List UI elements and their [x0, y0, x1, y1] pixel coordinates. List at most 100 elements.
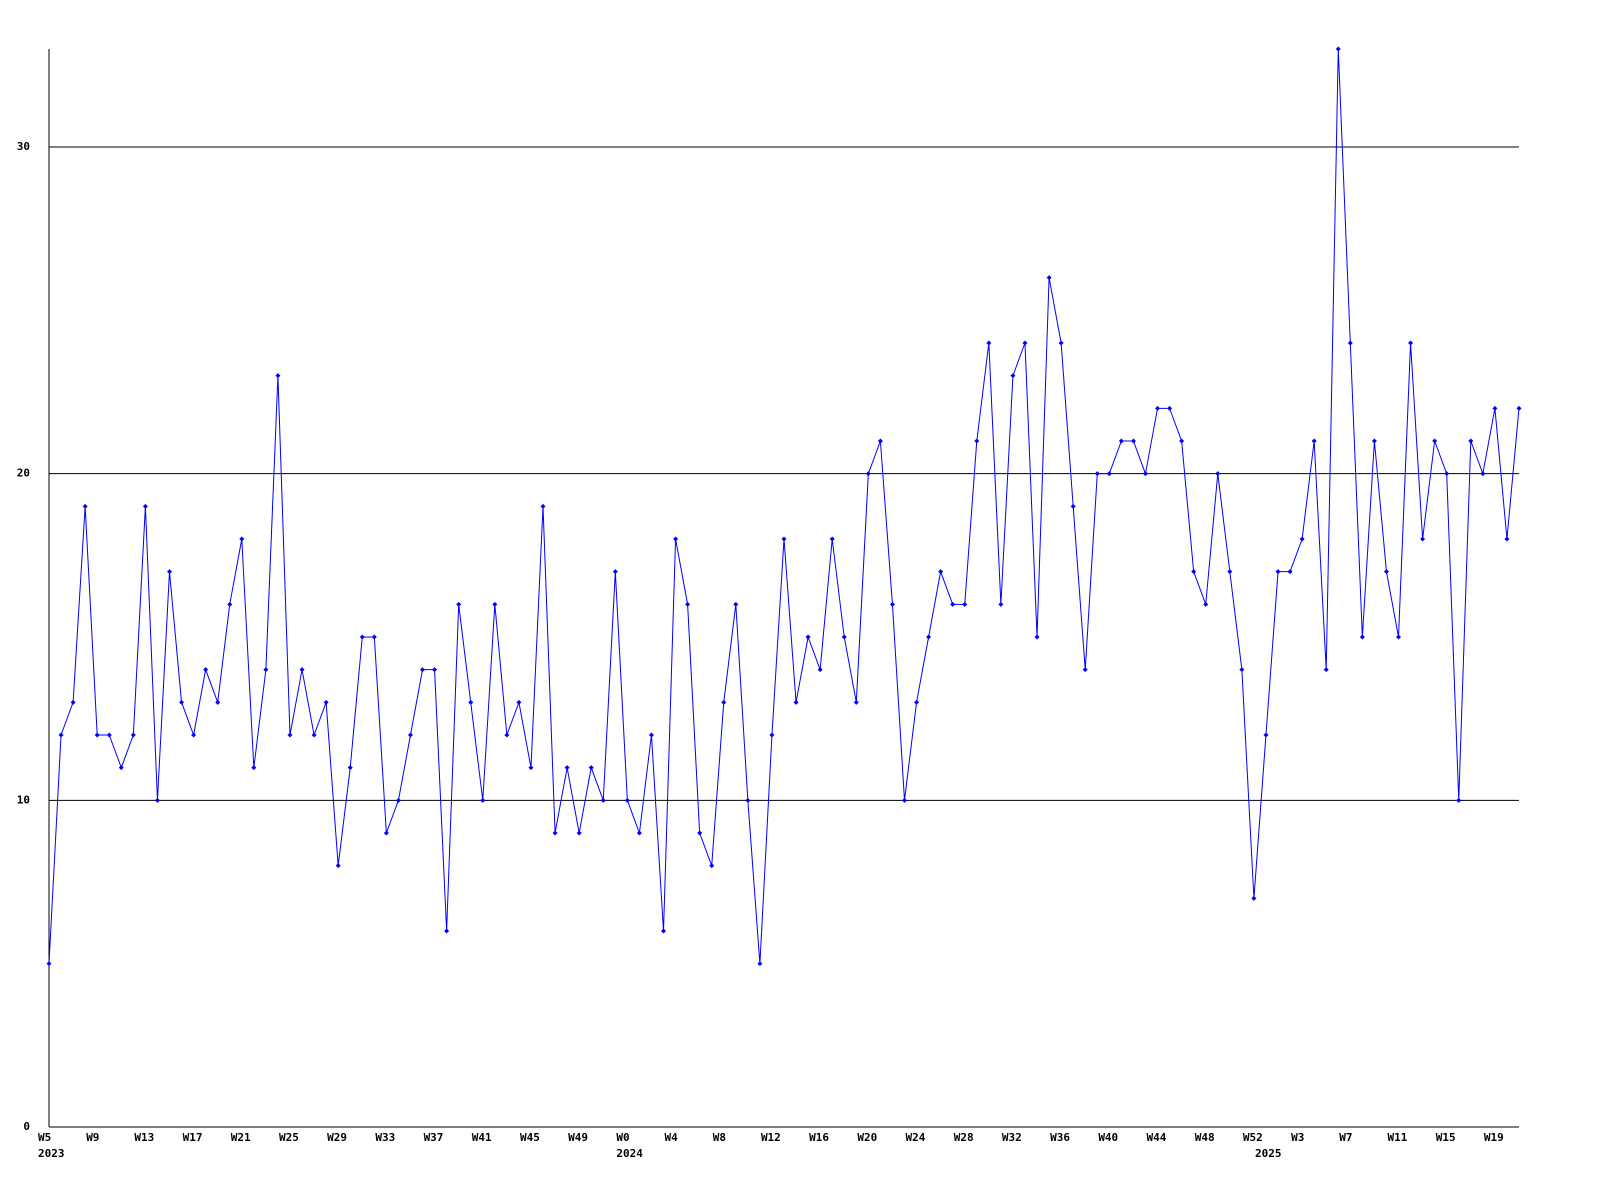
data-point — [371, 634, 377, 640]
data-point — [624, 797, 630, 803]
data-point — [480, 797, 486, 803]
data-point — [420, 667, 426, 673]
data-point — [154, 797, 160, 803]
data-point — [106, 732, 112, 738]
data-point — [227, 601, 233, 607]
data-point — [1010, 373, 1016, 379]
x-tick-label: W16 — [809, 1131, 829, 1144]
data-point — [1046, 275, 1052, 281]
data-point — [1251, 895, 1257, 901]
x-tick-label: W20 — [857, 1131, 877, 1144]
data-point — [492, 601, 498, 607]
data-point — [853, 699, 859, 705]
data-line — [48, 48, 1520, 964]
data-point — [612, 569, 618, 575]
data-point — [661, 928, 667, 934]
data-point — [1070, 503, 1076, 509]
y-tick-label: 20 — [17, 467, 30, 480]
x-tick-label: W19 — [1484, 1131, 1504, 1144]
y-tick-label: 0 — [23, 1120, 30, 1133]
data-point — [1408, 340, 1414, 346]
data-point — [1130, 438, 1136, 444]
data-point — [926, 634, 932, 640]
data-point — [733, 601, 739, 607]
data-point — [1082, 667, 1088, 673]
data-point — [287, 732, 293, 738]
data-point — [118, 765, 124, 771]
y-tick-label: 30 — [17, 140, 30, 153]
year-label: 2024 — [616, 1147, 643, 1160]
y-tick-label: 10 — [17, 793, 30, 806]
data-point — [986, 340, 992, 346]
data-point — [1142, 471, 1148, 477]
x-tick-label: W3 — [1291, 1131, 1304, 1144]
data-point — [709, 863, 715, 869]
data-point — [1371, 438, 1377, 444]
data-point — [757, 961, 763, 967]
data-point — [1106, 471, 1112, 477]
data-point — [383, 830, 389, 836]
data-point — [1034, 634, 1040, 640]
x-tick-label: W13 — [134, 1131, 154, 1144]
data-point — [1215, 471, 1221, 477]
data-point — [395, 797, 401, 803]
x-tick-label: W52 — [1243, 1131, 1263, 1144]
data-point — [1359, 634, 1365, 640]
x-tick-label: W7 — [1339, 1131, 1352, 1144]
data-point — [1480, 471, 1486, 477]
x-tick-label: W21 — [231, 1131, 251, 1144]
data-point — [829, 536, 835, 542]
data-point — [1227, 569, 1233, 575]
data-point — [239, 536, 245, 542]
data-point — [938, 569, 944, 575]
data-point — [974, 438, 980, 444]
data-point — [1155, 405, 1161, 411]
x-tick-label: W44 — [1147, 1131, 1167, 1144]
data-point — [275, 373, 281, 379]
data-point — [215, 699, 221, 705]
data-point — [745, 797, 751, 803]
data-point — [1118, 438, 1124, 444]
x-tick-label: W45 — [520, 1131, 540, 1144]
data-point — [576, 830, 582, 836]
x-tick-label: W40 — [1098, 1131, 1118, 1144]
data-point — [1191, 569, 1197, 575]
data-point — [1516, 405, 1522, 411]
data-point — [1311, 438, 1317, 444]
data-point — [817, 667, 823, 673]
data-point — [1444, 471, 1450, 477]
data-point — [673, 536, 679, 542]
data-point — [1203, 601, 1209, 607]
data-point — [347, 765, 353, 771]
x-tick-label: W9 — [86, 1131, 99, 1144]
x-tick-label: W25 — [279, 1131, 299, 1144]
data-point — [1456, 797, 1462, 803]
data-point — [1022, 340, 1028, 346]
data-point — [203, 667, 209, 673]
data-point — [1167, 405, 1173, 411]
x-tick-label: W29 — [327, 1131, 347, 1144]
data-point — [311, 732, 317, 738]
data-point — [70, 699, 76, 705]
data-point — [456, 601, 462, 607]
x-tick-label: W0 — [616, 1131, 629, 1144]
data-point — [1058, 340, 1064, 346]
data-point — [504, 732, 510, 738]
x-tick-label: W37 — [424, 1131, 444, 1144]
data-point — [552, 830, 558, 836]
data-point — [769, 732, 775, 738]
data-point — [1275, 569, 1281, 575]
year-label: 2023 — [38, 1147, 65, 1160]
data-point — [251, 765, 257, 771]
data-point — [781, 536, 787, 542]
x-tick-label: W49 — [568, 1131, 588, 1144]
data-point — [697, 830, 703, 836]
data-point — [1299, 536, 1305, 542]
data-point — [877, 438, 883, 444]
x-tick-label: W5 — [38, 1131, 51, 1144]
x-tick-label: W32 — [1002, 1131, 1022, 1144]
data-point — [1492, 405, 1498, 411]
data-point — [805, 634, 811, 640]
data-point — [1396, 634, 1402, 640]
